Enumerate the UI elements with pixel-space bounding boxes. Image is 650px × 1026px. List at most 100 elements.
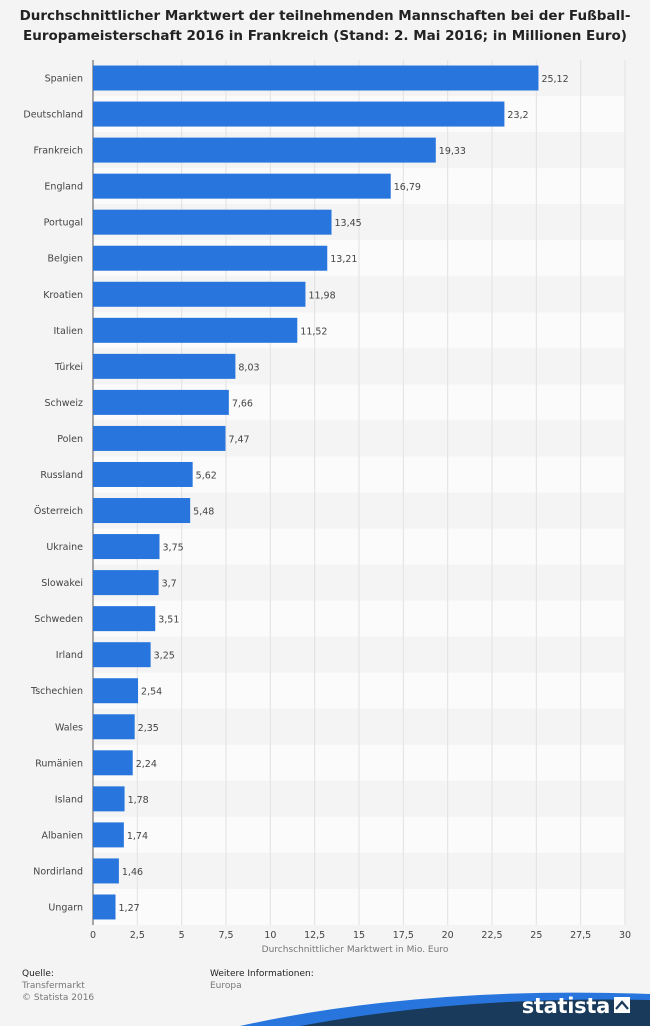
value-label: 2,54 [141, 687, 162, 698]
value-label: 7,66 [232, 398, 253, 409]
category-label: Frankreich [34, 146, 83, 157]
category-label: Italien [54, 326, 84, 337]
value-label: 13,45 [335, 218, 362, 229]
value-label: 1,74 [127, 831, 148, 842]
bar-österreich [93, 498, 191, 524]
brand-swoosh [240, 992, 650, 1026]
bar-belgien [93, 245, 328, 271]
category-label: Albanien [41, 830, 83, 841]
x-tick-label: 22,5 [481, 930, 502, 941]
bar-tschechien [93, 678, 139, 704]
bar-kroatien [93, 281, 306, 307]
brand-logo-icon [614, 997, 630, 1013]
category-label: Türkei [54, 362, 83, 373]
source-line: Transfermarkt [22, 981, 85, 991]
category-label: Slowakei [41, 578, 83, 589]
value-label: 2,24 [136, 759, 157, 770]
category-label: Island [55, 794, 83, 805]
category-label: Schweden [34, 614, 83, 625]
bar-albanien [93, 822, 124, 848]
source-heading: Quelle: [22, 969, 54, 979]
x-tick-label: 25 [530, 930, 542, 941]
x-tick-label: 7,5 [218, 930, 233, 941]
bar-slowakei [93, 570, 159, 596]
x-tick-label: 20 [442, 930, 454, 941]
bar-rumänien [93, 750, 133, 776]
bar-spanien [93, 65, 539, 91]
value-label: 19,33 [439, 146, 466, 157]
bar-deutschland [93, 101, 505, 127]
x-tick-label: 27,5 [570, 930, 591, 941]
bar-portugal [93, 209, 332, 235]
value-label: 8,03 [238, 362, 259, 373]
value-label: 1,46 [122, 867, 143, 878]
x-axis-label: Durchschnittlicher Marktwert in Mio. Eur… [262, 945, 449, 955]
value-label: 3,25 [154, 651, 175, 662]
category-label: Schweiz [44, 398, 83, 409]
bar-italien [93, 317, 298, 343]
x-tick-label: 12,5 [304, 930, 325, 941]
category-label: Polen [57, 434, 83, 445]
bar-island [93, 786, 125, 812]
category-label: Belgien [47, 254, 83, 265]
category-label: Deutschland [23, 110, 83, 121]
category-label: Nordirland [33, 866, 83, 877]
brand-logo-text: statista [521, 994, 611, 1018]
value-label: 3,75 [163, 543, 184, 554]
bar-england [93, 173, 391, 199]
bar-polen [93, 425, 226, 451]
value-label: 25,12 [541, 74, 568, 85]
x-tick-label: 10 [264, 930, 276, 941]
bar-russland [93, 461, 193, 487]
value-label: 3,7 [162, 579, 177, 590]
category-label: Kroatien [43, 290, 83, 301]
value-label: 11,52 [300, 326, 327, 337]
value-label: 2,35 [138, 723, 159, 734]
value-label: 7,47 [228, 434, 249, 445]
category-label: Österreich [34, 506, 83, 517]
category-label: Ukraine [46, 542, 83, 553]
bar-ukraine [93, 534, 160, 560]
bar-schweiz [93, 389, 229, 415]
bar-wales [93, 714, 135, 740]
x-tick-label: 5 [179, 930, 185, 941]
info-line: Europa [210, 981, 242, 991]
brand-swoosh-main [300, 999, 650, 1026]
category-label: Wales [55, 722, 83, 733]
bar-türkei [93, 353, 236, 379]
value-label: 11,98 [308, 290, 335, 301]
bar-frankreich [93, 137, 436, 163]
copyright-line: © Statista 2016 [22, 993, 95, 1003]
info-heading: Weitere Informationen: [210, 969, 314, 979]
value-label: 5,48 [193, 507, 214, 518]
brand-bar: statista [0, 980, 650, 1026]
category-label: Russland [40, 470, 83, 481]
x-tick-label: 0 [90, 930, 96, 941]
value-label: 23,2 [507, 110, 528, 121]
category-label: Ungarn [48, 902, 83, 913]
value-label: 3,51 [158, 615, 179, 626]
bar-chart: Spanien 25,12 Deutschland 23,2 Frankreich 19,… [23, 60, 631, 955]
category-label: Portugal [44, 218, 83, 229]
x-tick-label: 15 [353, 930, 365, 941]
x-tick-label: 30 [619, 930, 631, 941]
value-label: 13,21 [330, 254, 357, 265]
bar-irland [93, 642, 151, 668]
brand-logo-icon-bg [614, 997, 630, 1013]
category-label: Spanien [45, 74, 83, 85]
category-label: England [44, 182, 83, 193]
category-label: Irland [56, 650, 83, 661]
x-tick-label: 2,5 [130, 930, 145, 941]
info-block: Weitere Informationen: Europa [210, 968, 314, 992]
bar-ungarn [93, 894, 116, 920]
category-label: Tschechien [30, 686, 83, 697]
value-label: 1,27 [119, 903, 140, 914]
bar-nordirland [93, 858, 119, 884]
chart-title: Durchschnittlicher Marktwert der teilneh… [19, 8, 631, 44]
value-label: 16,79 [394, 182, 421, 193]
x-tick-label: 17,5 [393, 930, 414, 941]
source-block: Quelle: Transfermarkt © Statista 2016 [22, 968, 94, 1004]
value-label: 1,78 [128, 795, 149, 806]
brand-logo-icon-mark [615, 1000, 629, 1010]
